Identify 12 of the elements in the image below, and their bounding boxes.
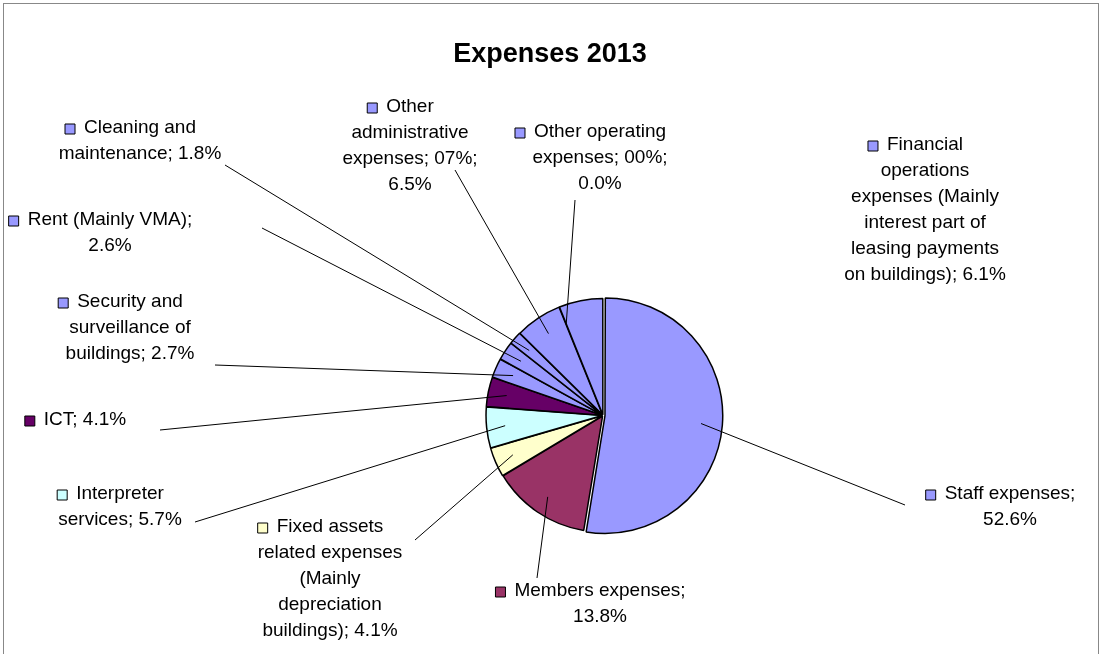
legend-label: Other operating expenses; 00%; 0.0% [532,119,668,193]
legend-label: ICT; 4.1% [43,407,127,429]
legend-label: Rent (Mainly VMA); 2.6% [27,207,193,255]
legend-label: Staff expenses; 52.6% [944,481,1076,529]
legend-label: Security and surveillance of buildings; 2.7% [65,289,195,363]
legend-label: Other administrative expenses; 07%; 6.5% [342,94,478,194]
legend-label: Fixed assets related expenses (Mainly depreciation buildings); 4.1% [257,514,403,640]
legend-label: Financial operations expenses (Mainly interest part of leasing payments on buildings); 6.1% [844,132,1006,284]
chart-title: Expenses 2013 [453,38,647,69]
legend-label: Cleaning and maintenance; 1.8% [58,115,222,163]
legend-label: Interpreter services; 5.7% [58,481,182,529]
legend-label: Members expenses; 13.8% [514,578,686,626]
